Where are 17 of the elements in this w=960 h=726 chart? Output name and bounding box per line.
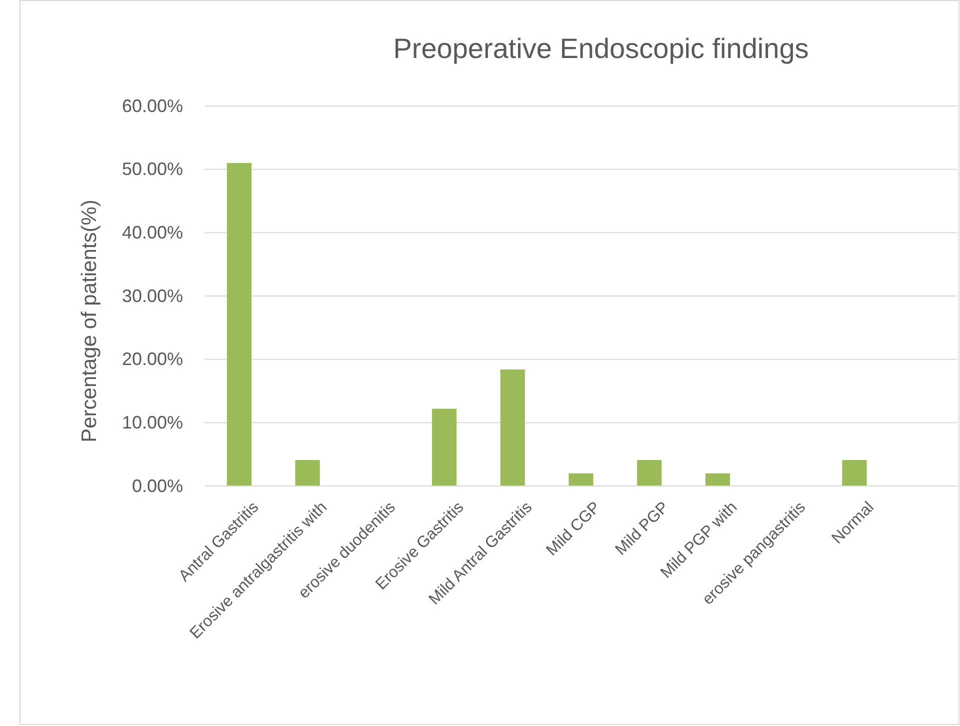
bar xyxy=(295,460,320,486)
bar xyxy=(432,408,457,486)
bar xyxy=(568,473,594,486)
bar xyxy=(500,369,525,486)
chart-title: Preoperative Endoscopic findings xyxy=(393,33,809,64)
y-tick-label: 40.00% xyxy=(122,222,183,242)
bar xyxy=(637,460,662,486)
y-tick-label: 30.00% xyxy=(122,286,183,306)
bar xyxy=(226,163,252,486)
bar xyxy=(842,460,867,486)
y-tick-label: 10.00% xyxy=(122,412,183,432)
y-tick-label: 0.00% xyxy=(132,476,183,496)
y-tick-label: 20.00% xyxy=(122,349,183,370)
bar xyxy=(705,473,730,486)
y-tick-label: 50.00% xyxy=(122,159,183,180)
y-axis-title: Percentage of patients(%) xyxy=(78,200,101,442)
y-tick-label: 60.00% xyxy=(122,96,183,116)
